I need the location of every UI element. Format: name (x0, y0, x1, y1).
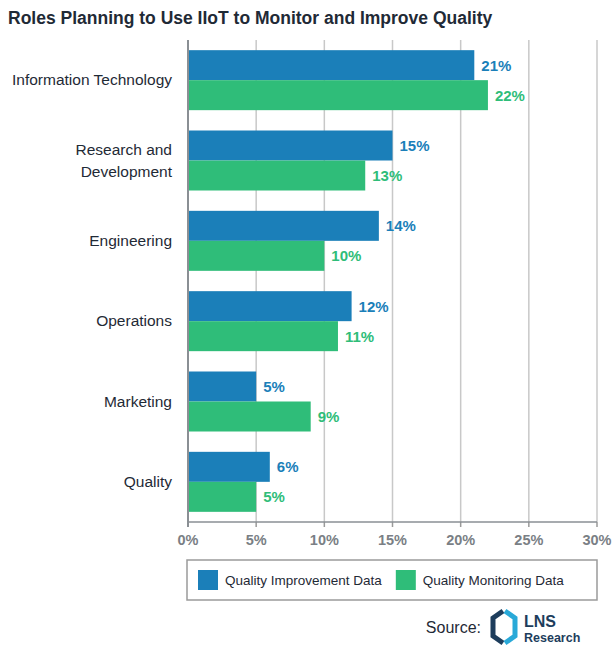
data-label: 14% (386, 217, 416, 234)
bar (188, 452, 270, 482)
data-label: 22% (495, 87, 525, 104)
chart: Roles Planning to Use IIoT to Monitor an… (0, 0, 616, 652)
grid-line (324, 40, 326, 522)
grid: 0% 5% 10% 15% 20% 25% 30% (178, 40, 612, 548)
category-label: Research and Development (75, 141, 172, 180)
tick-label: 20% (446, 532, 475, 548)
legend-swatch (396, 570, 416, 590)
category-label-line: Development (81, 163, 173, 180)
axis-line (187, 40, 189, 527)
data-label: 13% (372, 167, 402, 184)
data-label: 12% (359, 298, 389, 315)
data-labels: 21% 22% 15% 13% 14% 10% 12% 11% 5% 9% 6% 5% (263, 57, 525, 506)
grid-line (528, 40, 530, 522)
bar (188, 80, 488, 110)
bar (188, 402, 311, 432)
data-label: 9% (318, 408, 340, 425)
grid-line (460, 40, 462, 522)
category-label: Marketing (104, 393, 172, 410)
bar (188, 321, 338, 351)
bar (188, 50, 474, 80)
tick-label: 25% (514, 532, 543, 548)
data-label: 11% (345, 328, 374, 345)
data-label: 6% (277, 458, 299, 475)
legend-label: Quality Monitoring Data (423, 573, 565, 588)
legend-swatch (198, 570, 218, 590)
logo-text: Research (524, 631, 580, 645)
grid-line (596, 40, 598, 522)
bars (188, 50, 488, 512)
tick-label: 15% (378, 532, 407, 548)
tick-label: 10% (310, 532, 339, 548)
tick-label: 30% (582, 532, 611, 548)
source: Source: LNSResearch (426, 611, 580, 645)
category-label: Operations (96, 312, 172, 329)
legend: Quality Improvement Data Quality Monitori… (187, 560, 597, 600)
bar (188, 131, 393, 161)
category-label: Information Technology (12, 71, 172, 88)
legend-label: Quality Improvement Data (225, 573, 382, 588)
bar (188, 482, 256, 512)
bar (188, 241, 324, 271)
source-label: Source: (426, 619, 481, 636)
legend-frame (187, 560, 597, 600)
category-label: Engineering (89, 232, 172, 249)
bar (188, 372, 256, 402)
tick-label: 0% (178, 532, 199, 548)
grid-line (255, 40, 257, 522)
data-label: 5% (263, 488, 285, 505)
title: Roles Planning to Use IIoT to Monitor an… (8, 8, 492, 28)
logo-text: LNS (524, 613, 556, 630)
data-label: 21% (481, 57, 511, 74)
data-label: 15% (400, 137, 430, 154)
data-label: 10% (331, 247, 361, 264)
category-label: Quality (124, 473, 172, 490)
tick-label: 5% (246, 532, 267, 548)
bar (188, 211, 379, 241)
category-labels: Information Technology Research and Develo… (12, 71, 173, 490)
logo-shape (505, 611, 515, 643)
category-label-line: Research and (75, 141, 172, 158)
data-label: 5% (263, 378, 285, 395)
axis-line (188, 521, 597, 523)
bar (188, 161, 365, 191)
grid-line (392, 40, 394, 522)
bar (188, 291, 352, 321)
logo-shape (493, 611, 503, 643)
